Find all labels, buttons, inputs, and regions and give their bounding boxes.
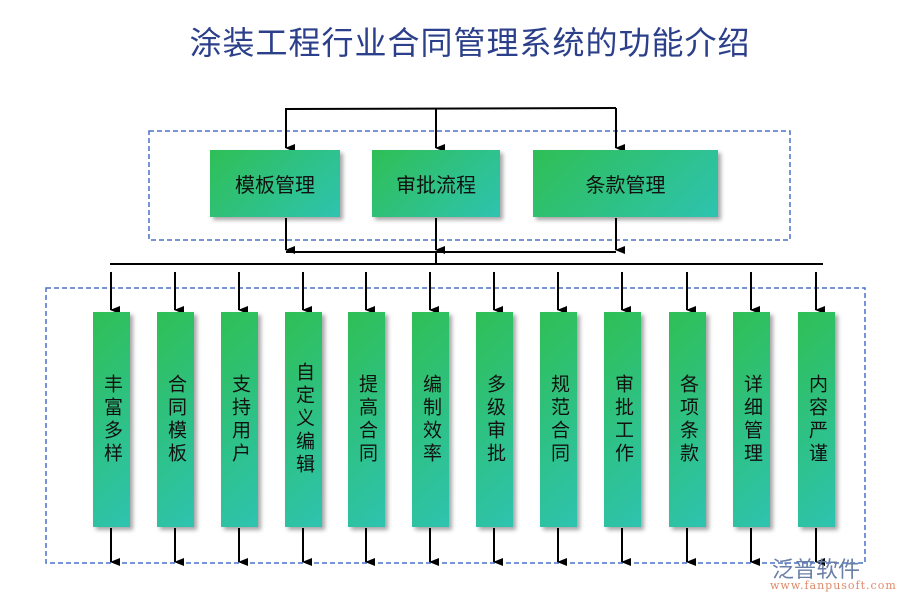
feature-box: 提高合同: [348, 312, 385, 527]
feature-group-frame: [45, 287, 866, 564]
module-box: 模板管理: [210, 150, 340, 217]
diagram-title: 涂装工程行业合同管理系统的功能介绍: [189, 24, 751, 62]
feature-box: 丰富多样: [93, 312, 130, 527]
feature-box: 合同模板: [157, 312, 194, 527]
feature-box: 支持用户: [221, 312, 258, 527]
watermark-logo: 泛普软件: [772, 558, 861, 583]
feature-box: 编制效率: [412, 312, 449, 527]
feature-box: 内容严谨: [798, 312, 835, 527]
feature-box: 多级审批: [476, 312, 513, 527]
module-box: 条款管理: [533, 150, 718, 217]
connector-line: [285, 107, 617, 110]
feature-box: 审批工作: [604, 312, 641, 527]
feature-box: 详细管理: [733, 312, 770, 527]
feature-box: 规范合同: [540, 312, 577, 527]
module-box: 审批流程: [372, 150, 500, 217]
watermark-url: www.fanpusoft.com: [770, 579, 897, 592]
feature-box: 自定义编辑: [285, 312, 322, 527]
feature-box: 各项条款: [669, 312, 706, 527]
module-group-frame: [148, 130, 791, 241]
